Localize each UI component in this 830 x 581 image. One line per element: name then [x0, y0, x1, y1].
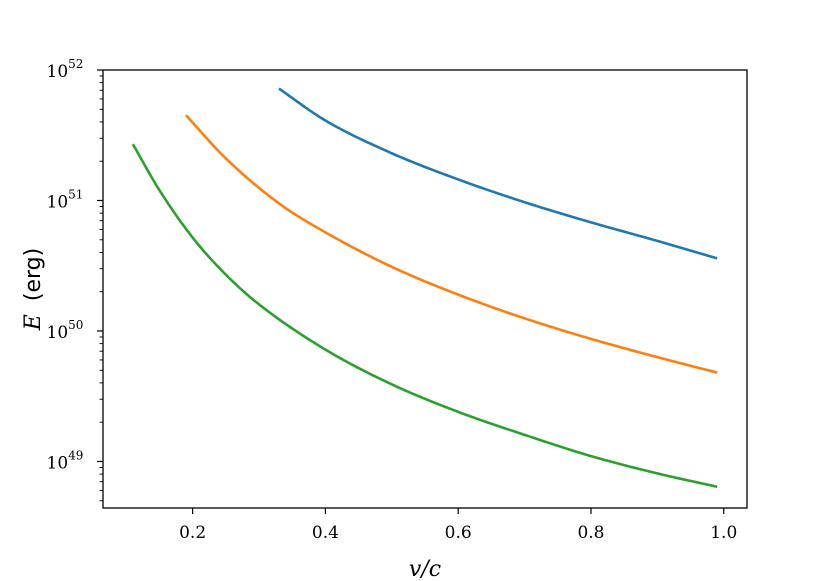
- series-line-1: [278, 87, 718, 260]
- x-ticks: 0.2 0.4 0.6 0.8 1.0: [179, 508, 737, 543]
- y-tick-label: 1052: [47, 57, 84, 82]
- curves-layer: [131, 87, 718, 489]
- series-line-3: [131, 143, 718, 489]
- y-ticks: 1049 1050 1051 1052: [47, 57, 103, 502]
- y-tick-label: 1049: [47, 448, 84, 473]
- x-tick-label: 0.6: [445, 523, 472, 543]
- x-tick-label: 0.4: [312, 523, 339, 543]
- x-axis-label: v/c: [409, 557, 441, 581]
- plot-area: [103, 70, 747, 508]
- svg-text:E (erg): E (erg): [21, 248, 46, 331]
- y-tick-label: 1050: [47, 318, 84, 343]
- x-tick-label: 1.0: [710, 523, 737, 543]
- y-axis-label-symbol: E: [21, 314, 46, 331]
- y-axis-label: E (erg): [21, 248, 46, 331]
- y-axis-label-unit: (erg): [21, 248, 46, 301]
- x-axis-label-text: v/c: [409, 557, 441, 581]
- x-tick-label: 0.2: [179, 523, 206, 543]
- y-tick-label: 1051: [47, 187, 84, 212]
- plot-frame: [102, 69, 748, 509]
- series-line-2: [185, 114, 718, 374]
- x-tick-label: 0.8: [577, 523, 604, 543]
